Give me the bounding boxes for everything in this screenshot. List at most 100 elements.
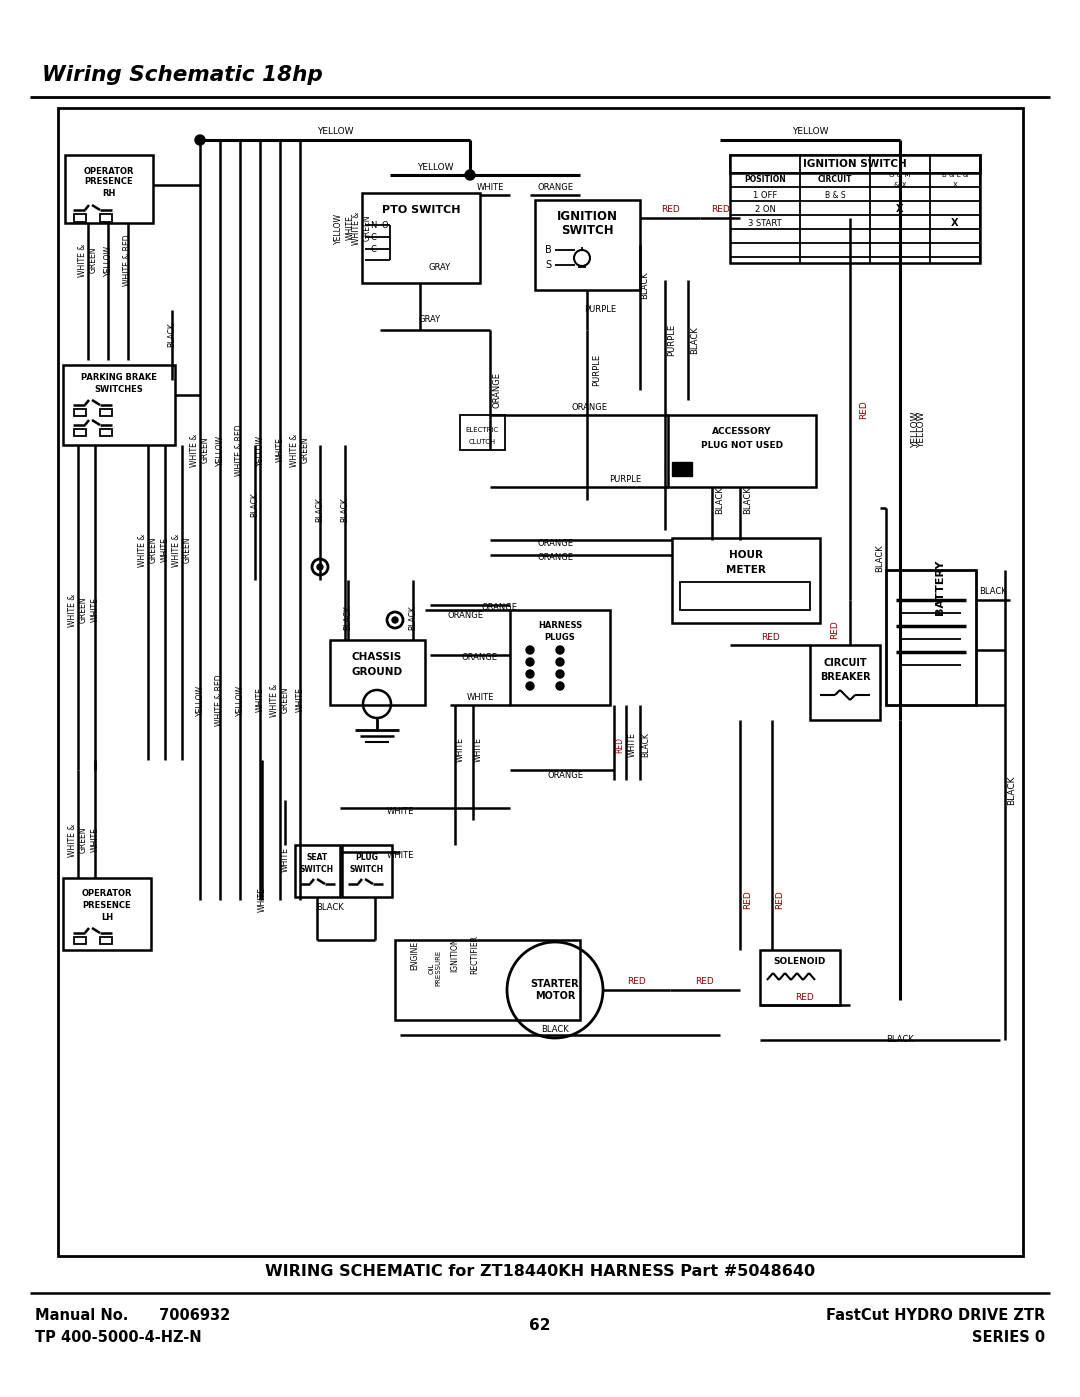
- Text: WHITE: WHITE: [476, 183, 503, 193]
- Text: B & S: B & S: [825, 190, 846, 200]
- Text: Wiring Schematic 18hp: Wiring Schematic 18hp: [42, 66, 323, 85]
- Text: BLACK: BLACK: [980, 588, 1007, 597]
- Text: PLUGS: PLUGS: [544, 633, 576, 643]
- Text: IGNITION: IGNITION: [556, 210, 618, 222]
- Text: PURPLE: PURPLE: [667, 324, 676, 356]
- Text: WIRING SCHEMATIC for ZT18440KH HARNESS Part #5048640: WIRING SCHEMATIC for ZT18440KH HARNESS P…: [265, 1264, 815, 1280]
- Text: BLACK: BLACK: [340, 497, 350, 522]
- Text: WHITE: WHITE: [456, 738, 464, 763]
- Text: WHITE &
GREEN: WHITE & GREEN: [270, 683, 289, 717]
- Text: ORANGE: ORANGE: [537, 538, 573, 548]
- Circle shape: [556, 671, 564, 678]
- Text: ELECTRIC: ELECTRIC: [465, 427, 499, 433]
- Text: 2 ON: 2 ON: [755, 204, 775, 214]
- Text: B: B: [544, 244, 552, 256]
- Text: ORANGE: ORANGE: [537, 183, 573, 193]
- Text: YELLOW: YELLOW: [918, 412, 927, 448]
- Text: WHITE & RED: WHITE & RED: [123, 235, 133, 286]
- Text: BLACK: BLACK: [715, 486, 725, 514]
- Text: OIL
PRESSURE: OIL PRESSURE: [429, 950, 442, 986]
- Bar: [886, 570, 976, 705]
- Text: WHITE & RED: WHITE & RED: [216, 675, 225, 726]
- Circle shape: [392, 617, 399, 623]
- Text: RH: RH: [103, 190, 116, 198]
- Text: BLACK: BLACK: [640, 271, 649, 299]
- Text: IGNITION: IGNITION: [450, 937, 459, 972]
- Bar: [100, 409, 112, 416]
- Bar: [100, 429, 112, 436]
- Circle shape: [312, 559, 328, 576]
- Circle shape: [387, 612, 403, 629]
- Text: BLACK: BLACK: [690, 326, 700, 353]
- Text: BLACK: BLACK: [541, 1025, 569, 1035]
- Text: HARNESS: HARNESS: [538, 620, 582, 630]
- Text: WHITE: WHITE: [275, 437, 284, 462]
- Bar: [295, 845, 340, 897]
- Text: WHITE &
GREEN: WHITE & GREEN: [291, 433, 310, 467]
- Bar: [342, 845, 392, 897]
- Text: RECTIFIER: RECTIFIER: [471, 936, 480, 975]
- Text: RED: RED: [831, 620, 839, 640]
- Bar: [672, 462, 692, 476]
- Text: ACCESSORY: ACCESSORY: [712, 427, 772, 436]
- Bar: [362, 193, 480, 284]
- Text: WHITE: WHITE: [257, 887, 267, 912]
- Text: PLUG NOT USED: PLUG NOT USED: [701, 441, 783, 450]
- Bar: [535, 200, 640, 291]
- Text: BLACK: BLACK: [743, 486, 753, 514]
- Text: X: X: [951, 218, 959, 228]
- Text: RED: RED: [796, 992, 814, 1002]
- Text: ORANGE: ORANGE: [447, 612, 483, 620]
- Bar: [58, 108, 1023, 1256]
- Text: N: N: [369, 221, 376, 229]
- Text: BLACK: BLACK: [1008, 775, 1016, 805]
- Text: BLACK: BLACK: [343, 605, 352, 630]
- Bar: [810, 645, 880, 719]
- Text: BATTERY: BATTERY: [935, 559, 945, 615]
- Text: PRESENCE: PRESENCE: [84, 177, 133, 187]
- Text: WHITE: WHITE: [627, 732, 636, 757]
- Text: RED: RED: [616, 738, 624, 753]
- Text: BLACK: BLACK: [876, 543, 885, 571]
- Bar: [672, 538, 820, 623]
- Text: YELLOW: YELLOW: [256, 434, 265, 465]
- Text: OPERATOR: OPERATOR: [84, 168, 134, 176]
- Bar: [63, 877, 151, 950]
- Text: ORANGE: ORANGE: [482, 602, 518, 612]
- Text: WHITE: WHITE: [161, 538, 170, 563]
- Text: YELLOW: YELLOW: [334, 212, 342, 243]
- Text: C: C: [370, 232, 376, 242]
- Text: GRAY: GRAY: [429, 264, 451, 272]
- Text: RED: RED: [743, 891, 753, 909]
- Text: PARKING BRAKE: PARKING BRAKE: [81, 373, 157, 383]
- Bar: [510, 610, 610, 705]
- Bar: [75, 429, 86, 436]
- Text: RED: RED: [626, 978, 646, 986]
- Text: G & M: G & M: [889, 172, 910, 177]
- Text: TP 400-5000-4-HZ-N: TP 400-5000-4-HZ-N: [35, 1330, 202, 1345]
- Text: ORANGE: ORANGE: [546, 771, 583, 780]
- Text: 1 OFF: 1 OFF: [753, 190, 778, 200]
- Text: WHITE &
GREEN: WHITE & GREEN: [190, 433, 210, 467]
- Bar: [65, 155, 153, 224]
- Circle shape: [526, 682, 534, 690]
- Text: BLACK: BLACK: [167, 323, 176, 348]
- Circle shape: [526, 658, 534, 666]
- Bar: [75, 214, 86, 222]
- Text: ORANGE: ORANGE: [492, 372, 501, 408]
- Text: RED: RED: [711, 205, 729, 215]
- Text: & X: & X: [894, 182, 906, 189]
- Text: PRESENCE: PRESENCE: [83, 901, 132, 911]
- Text: WHITE & RED: WHITE & RED: [235, 425, 244, 476]
- Text: Manual No.      7006932: Manual No. 7006932: [35, 1308, 230, 1323]
- Text: ORANGE: ORANGE: [462, 654, 498, 662]
- Text: PURPLE: PURPLE: [593, 353, 602, 386]
- Text: SEAT: SEAT: [307, 854, 327, 862]
- Text: CIRCUIT: CIRCUIT: [818, 176, 852, 184]
- Text: WHITE: WHITE: [387, 807, 414, 816]
- Text: CIRCUIT: CIRCUIT: [823, 658, 867, 668]
- Text: WHITE: WHITE: [296, 687, 305, 712]
- Text: YELLOW: YELLOW: [417, 162, 454, 172]
- Bar: [669, 415, 816, 488]
- Text: ORANGE: ORANGE: [537, 553, 573, 563]
